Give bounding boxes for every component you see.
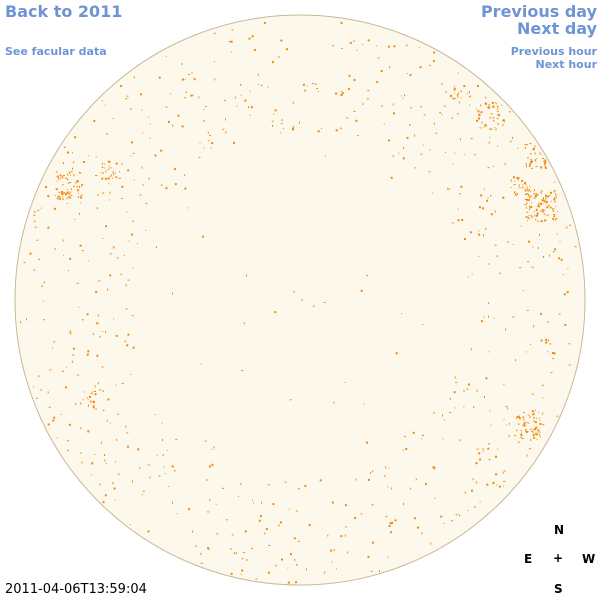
previous-hour-link[interactable]: Previous hour bbox=[510, 45, 597, 58]
facular-data-link[interactable]: See facular data bbox=[5, 45, 107, 58]
previous-day-link[interactable]: Previous day bbox=[480, 2, 597, 21]
compass-south-label: S bbox=[554, 582, 563, 596]
active-region-features bbox=[20, 21, 577, 584]
back-to-year-link[interactable]: Back to 2011 bbox=[5, 2, 123, 21]
compass-center-mark: + bbox=[553, 551, 564, 565]
observation-timestamp: 2011-04-06T13:59:04 bbox=[5, 582, 147, 597]
compass-north-label: N bbox=[554, 523, 565, 537]
solar-disk bbox=[14, 14, 586, 586]
compass-east-label: E bbox=[524, 552, 533, 566]
next-day-link[interactable]: Next day bbox=[517, 19, 597, 38]
compass-west-label: W bbox=[582, 552, 596, 566]
next-hour-link[interactable]: Next hour bbox=[535, 58, 598, 71]
